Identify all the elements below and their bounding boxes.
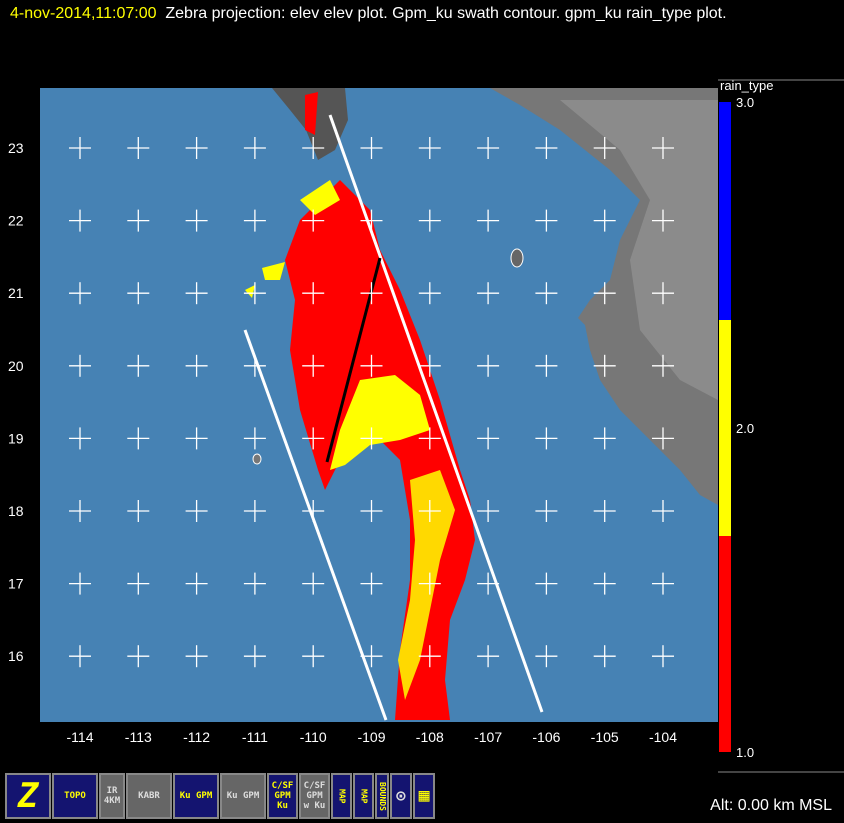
colorbar-segment-1 — [719, 536, 731, 752]
map-icon: MAP — [359, 788, 369, 804]
colorbar-label: 2.0 — [736, 421, 755, 436]
lon-tick-label: -112 — [183, 729, 210, 745]
gpm-swath-contour — [243, 114, 544, 721]
toolbar-button-5[interactable]: Ku GPM — [220, 773, 266, 819]
colorbar-segment-2 — [719, 320, 731, 536]
toolbar-button-4[interactable]: Ku GPM — [173, 773, 219, 819]
topo-icon: TOPO — [64, 791, 86, 801]
lat-tick-label: 17 — [8, 576, 24, 592]
lon-tick-label: -107 — [474, 729, 502, 745]
toolbar-button-0[interactable]: Z — [5, 773, 51, 819]
zebra-z-icon: Z — [17, 776, 39, 816]
lon-tick-label: -113 — [125, 729, 152, 745]
lon-tick-label: -110 — [300, 729, 327, 745]
lon-tick-label: -108 — [416, 729, 444, 745]
lat-tick-label: 20 — [8, 358, 24, 374]
lat-tick-label: 16 — [8, 648, 24, 664]
toolbar-button-9[interactable]: MAP — [353, 773, 374, 819]
map-icon: MAP — [337, 788, 347, 804]
bounds-icon: BOUNDS — [378, 781, 387, 811]
plot-title: 4-nov-2014,11:07:00 Zebra projection: el… — [10, 2, 840, 26]
toolbar-button-2[interactable]: IR 4KM — [99, 773, 125, 819]
altitude-readout: Alt: 0.00 km MSL — [710, 797, 832, 814]
lat-tick-label: 21 — [8, 285, 24, 301]
circle-target-icon: ⊙ — [396, 786, 406, 805]
toolbar-button-7[interactable]: C/SF GPM w Ku — [299, 773, 330, 819]
rain-type-field — [245, 92, 475, 720]
lon-axis: -114 -113 -112 -111 -110 -109 -108 -107 -106 -105… — [67, 729, 678, 745]
csf-gpm-wku-icon: C/SF GPM w Ku — [303, 781, 326, 811]
lat-axis: 23 22 21 20 19 18 17 16 — [8, 140, 24, 664]
gpm-ku-disabled-icon: Ku GPM — [226, 791, 260, 801]
toolbar-button-6[interactable]: C/SF GPM Ku — [267, 773, 298, 819]
lat-tick-label: 18 — [8, 503, 24, 519]
toolbar-button-10[interactable]: BOUNDS — [375, 773, 389, 819]
radar-kabr-icon: KABR — [138, 791, 160, 801]
lat-tick-label: 19 — [8, 430, 24, 446]
lon-tick-label: -109 — [357, 729, 385, 745]
colorbar-title: rain_type — [720, 78, 774, 93]
grid-crosses — [69, 137, 674, 668]
gpm-ku-icon: Ku GPM — [179, 791, 213, 801]
lon-tick-label: -111 — [242, 729, 268, 745]
lon-tick-label: -104 — [649, 729, 677, 745]
timestamp: 4-nov-2014,11:07:00 — [10, 5, 157, 22]
colorbar-segment-3 — [719, 102, 731, 320]
toolbar-button-8[interactable]: MAP — [331, 773, 352, 819]
lon-tick-label: -114 — [67, 729, 94, 745]
csf-gpm-ku-icon: C/SF GPM Ku — [271, 781, 294, 811]
colorbar-label: 3.0 — [736, 95, 755, 110]
lat-tick-label: 22 — [8, 213, 24, 229]
toolbar-button-11[interactable]: ⊙ — [390, 773, 412, 819]
lat-tick-label: 23 — [8, 140, 24, 156]
colorbar-label: 1.0 — [736, 745, 755, 760]
lon-tick-label: -106 — [532, 729, 560, 745]
lon-tick-label: -105 — [591, 729, 619, 745]
ir-satellite-icon: IR 4KM — [103, 786, 121, 806]
title-description: Zebra projection: elev elev plot. Gpm_ku… — [165, 5, 727, 22]
toolbar-button-12[interactable]: ▦ — [413, 773, 435, 819]
toolbar-button-3[interactable]: KABR — [126, 773, 172, 819]
grid-icon: ▦ — [418, 785, 430, 806]
toolbar-button-1[interactable]: TOPO — [52, 773, 98, 819]
